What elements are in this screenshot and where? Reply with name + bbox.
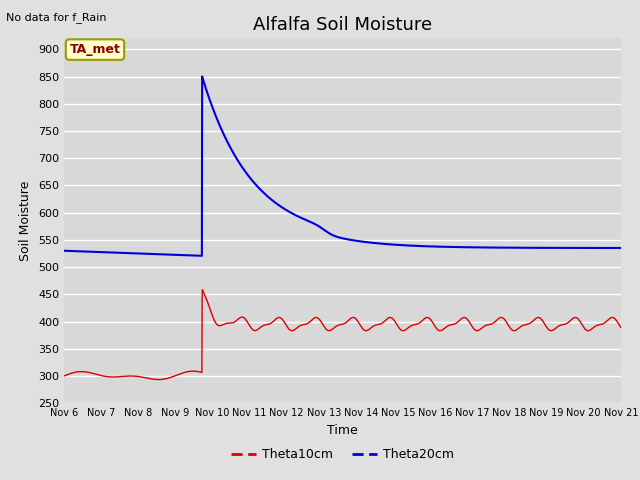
Text: TA_met: TA_met	[70, 43, 120, 56]
Legend: Theta10cm, Theta20cm: Theta10cm, Theta20cm	[226, 443, 459, 466]
Title: Alfalfa Soil Moisture: Alfalfa Soil Moisture	[253, 16, 432, 34]
X-axis label: Time: Time	[327, 424, 358, 437]
Text: No data for f_Rain: No data for f_Rain	[6, 12, 107, 23]
Y-axis label: Soil Moisture: Soil Moisture	[19, 180, 33, 261]
